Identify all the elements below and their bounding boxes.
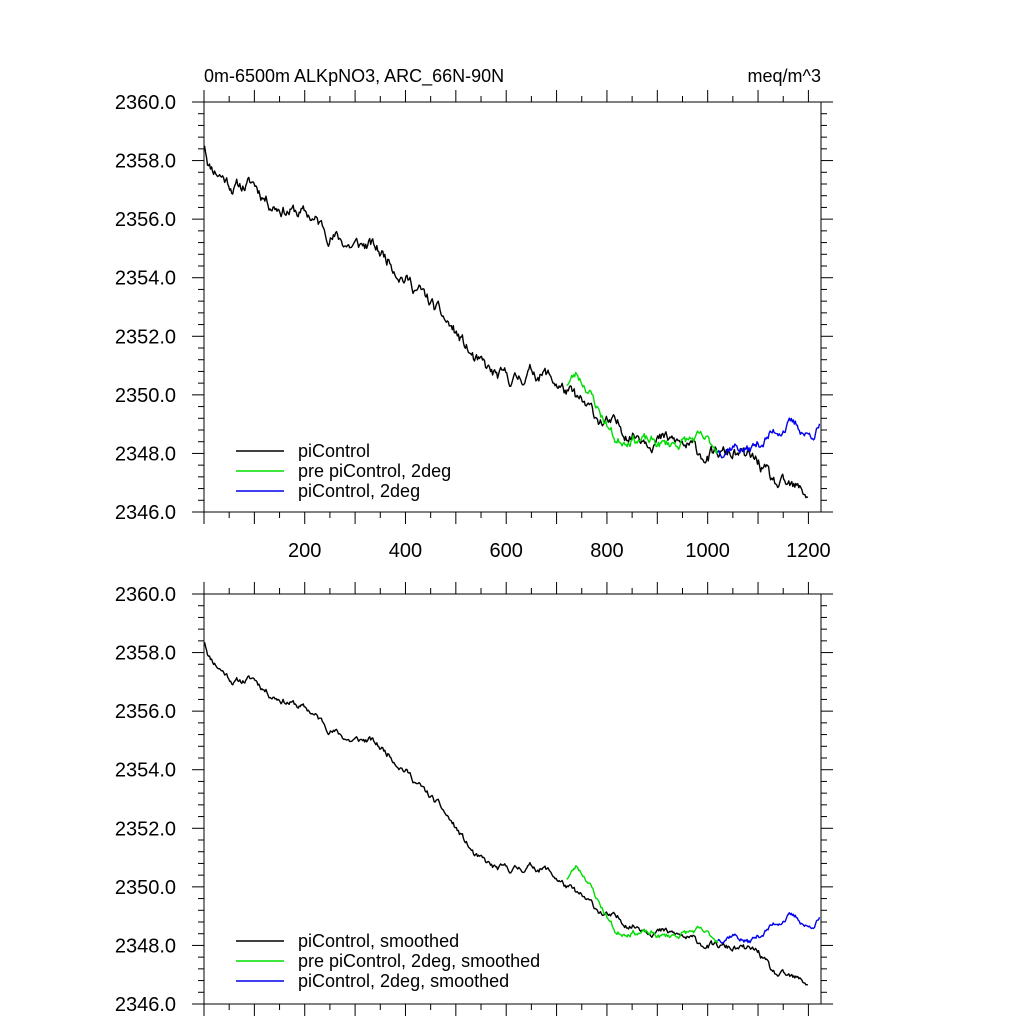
y-tick-labels: 2346.0 2348.0 2350.0 2352.0 2354.0 2356.0 2358…: [115, 92, 176, 524]
axis-ticks: [192, 90, 833, 524]
chart-title: 0m-6500m ALKpNO3, ARC_66N-90N: [204, 66, 504, 87]
legend-label: piControl, smoothed: [298, 931, 459, 951]
legend: piControl pre piControl, 2deg piControl,…: [236, 441, 451, 501]
y-tick-label: 2350.0: [115, 385, 176, 407]
series-line: [717, 912, 821, 944]
y-tick-labels: 2346.0 2348.0 2350.0 2352.0 2354.0 2356.0 2358…: [115, 584, 176, 1016]
series-line: [566, 371, 719, 454]
legend-label: piControl, 2deg: [298, 481, 420, 501]
bottom-panel: 2346.0 2348.0 2350.0 2352.0 2354.0 2356.0 2358…: [115, 582, 833, 1016]
y-tick-label: 2350.0: [115, 877, 176, 899]
x-tick-label: 200: [288, 540, 321, 562]
x-tick-label: 1000: [685, 540, 730, 562]
legend: piControl, smoothed pre piControl, 2deg,…: [236, 931, 540, 991]
y-tick-label: 2348.0: [115, 443, 176, 465]
y-tick-label: 2360.0: [115, 92, 176, 114]
y-tick-label: 2354.0: [115, 268, 176, 290]
series-line: [566, 865, 719, 944]
legend-label: piControl, 2deg, smoothed: [298, 971, 509, 991]
plot-frame: [203, 593, 822, 1005]
y-tick-label: 2352.0: [115, 818, 176, 840]
series-line: [203, 145, 809, 499]
y-tick-label: 2360.0: [115, 584, 176, 606]
y-tick-label: 2354.0: [115, 760, 176, 782]
y-tick-label: 2356.0: [115, 209, 176, 231]
y-tick-label: 2352.0: [115, 326, 176, 348]
y-tick-label: 2346.0: [115, 994, 176, 1016]
axis-ticks: [192, 582, 833, 1016]
plot-frame: [203, 101, 822, 513]
y-tick-label: 2358.0: [115, 151, 176, 173]
x-tick-labels: 200 400 600 800 1000 1200: [288, 540, 831, 562]
x-tick-label: 800: [590, 540, 623, 562]
legend-label: piControl: [298, 441, 370, 461]
series-lines: [203, 145, 821, 499]
top-panel: 2346.0 2348.0 2350.0 2352.0 2354.0 2356.0 2358…: [115, 90, 833, 562]
y-tick-label: 2356.0: [115, 701, 176, 723]
series-lines: [203, 642, 821, 986]
x-tick-label: 1200: [786, 540, 831, 562]
units-label: meq/m^3: [748, 66, 821, 86]
y-tick-label: 2346.0: [115, 502, 176, 524]
legend-label: pre piControl, 2deg: [298, 461, 451, 481]
series-line: [203, 642, 809, 986]
x-tick-label: 600: [490, 540, 523, 562]
y-tick-label: 2348.0: [115, 935, 176, 957]
legend-label: pre piControl, 2deg, smoothed: [298, 951, 540, 971]
x-tick-label: 400: [389, 540, 422, 562]
series-line: [717, 417, 821, 459]
y-tick-label: 2358.0: [115, 643, 176, 665]
